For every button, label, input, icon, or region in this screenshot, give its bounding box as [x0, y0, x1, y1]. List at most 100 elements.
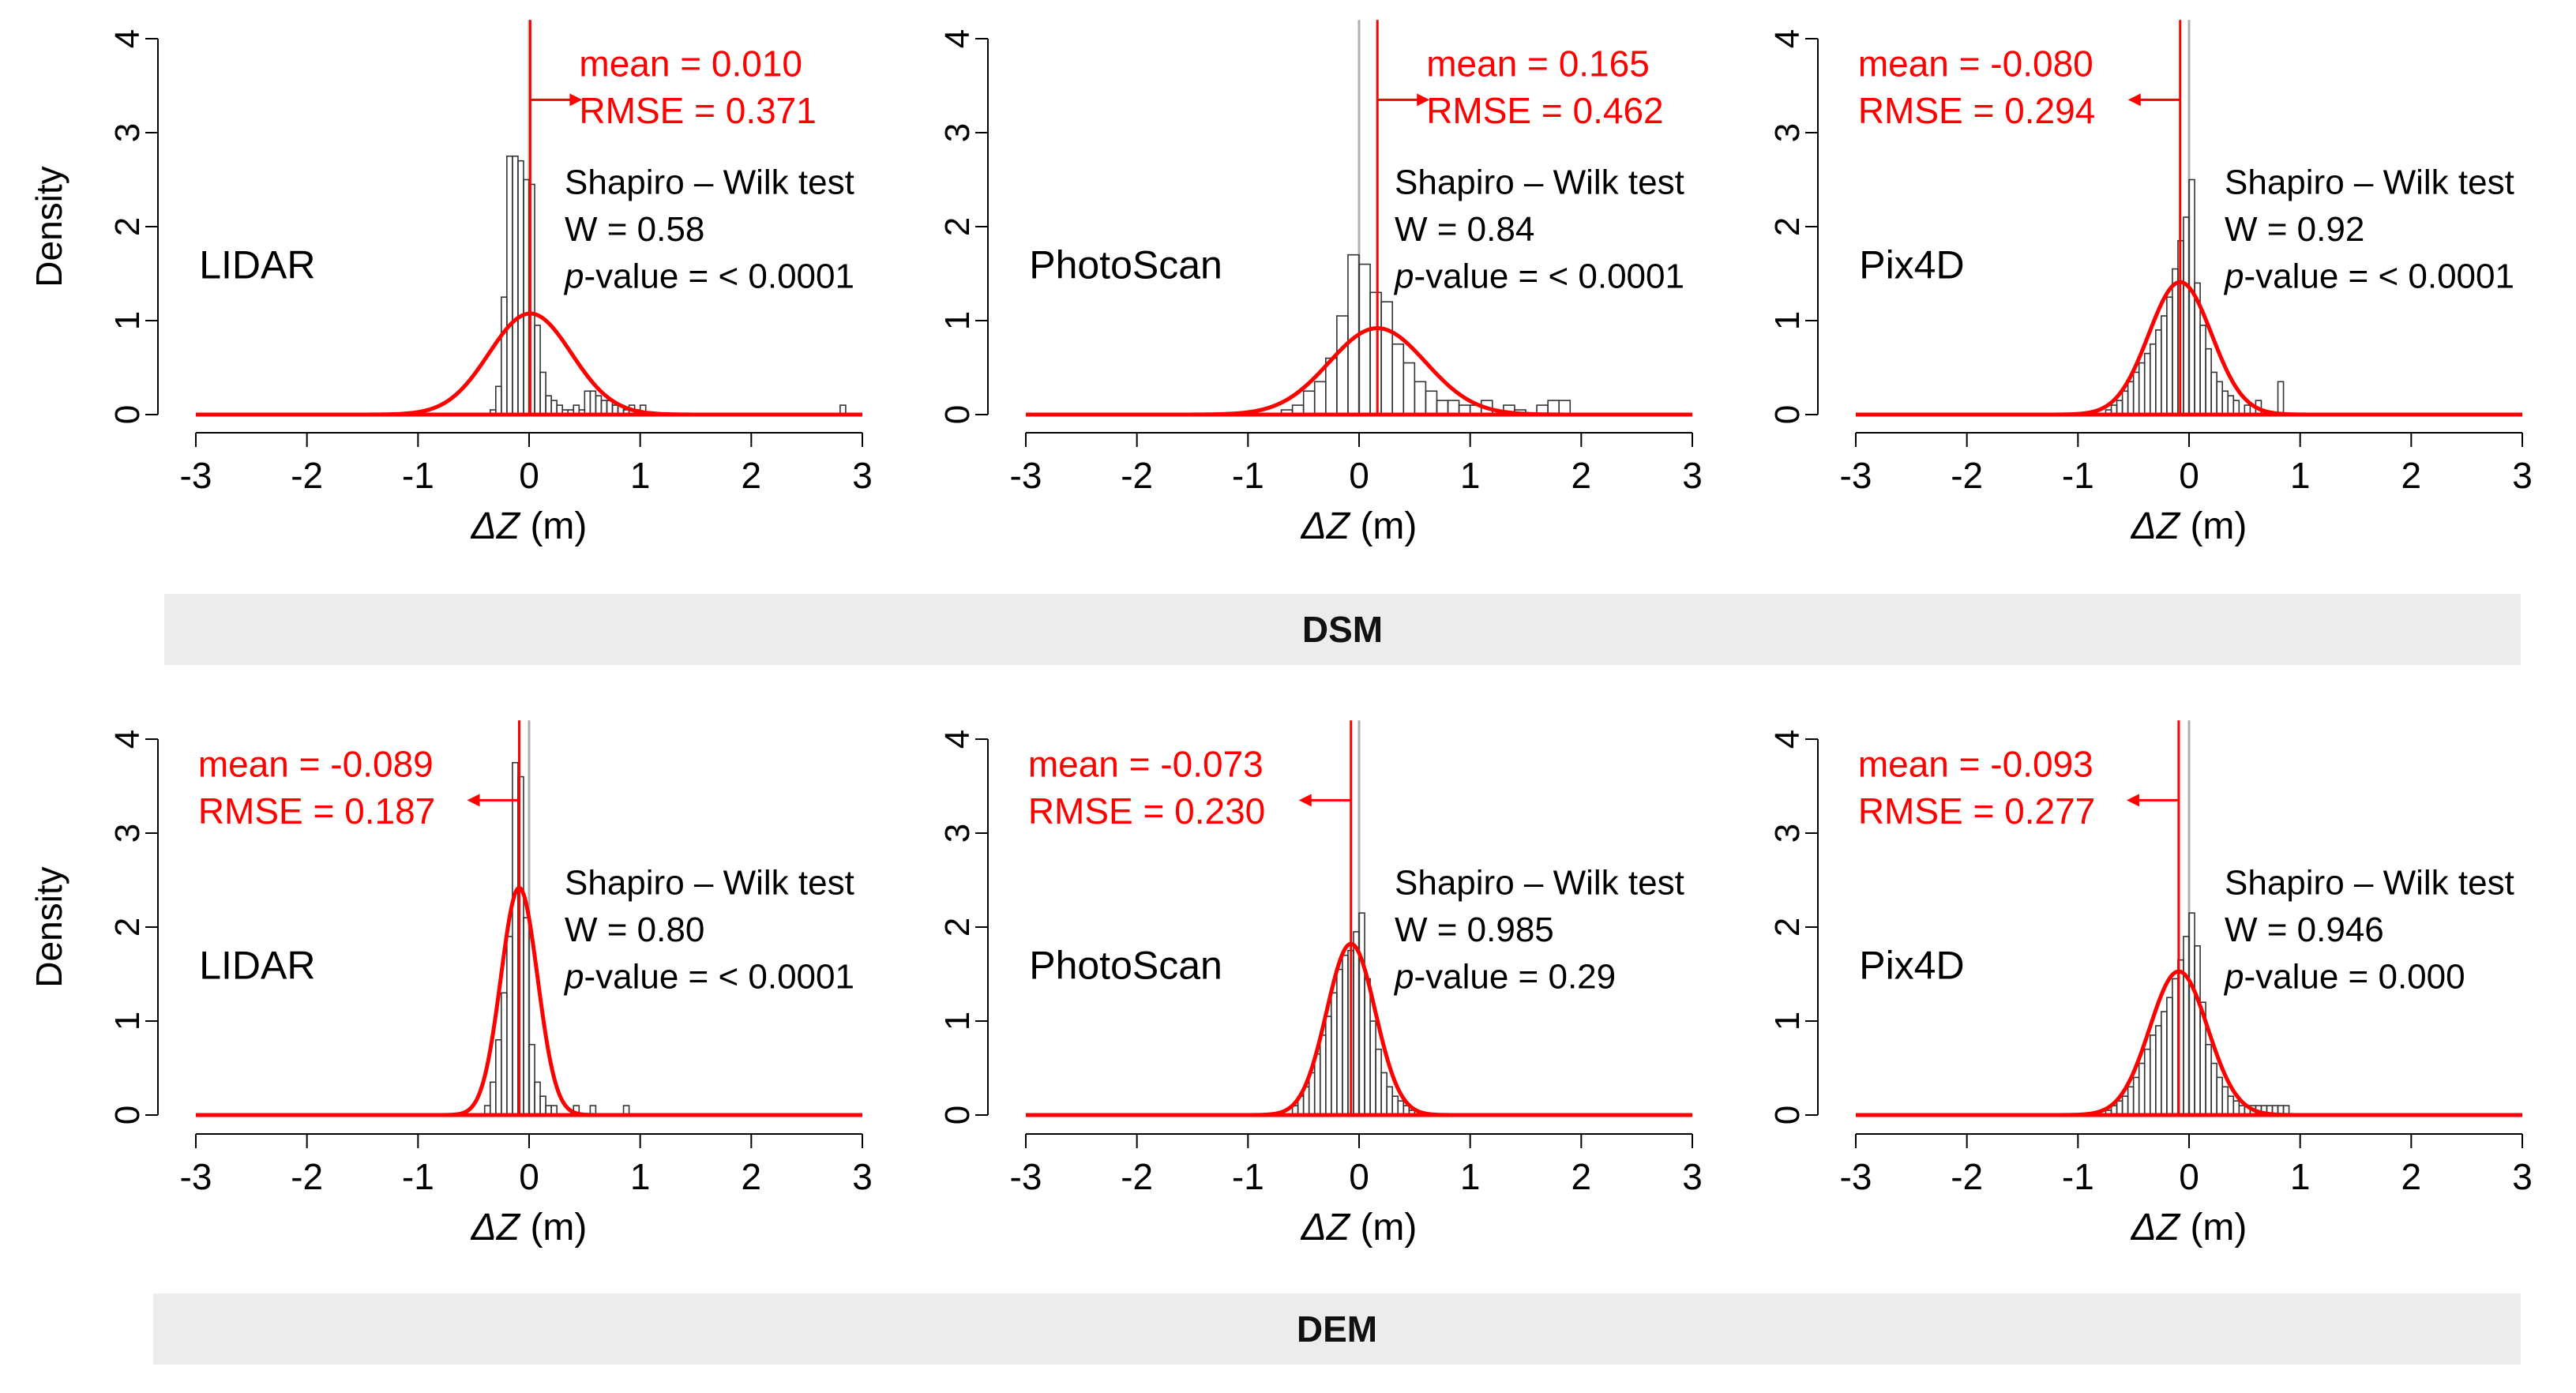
histogram-bar: [2127, 381, 2135, 415]
histogram-bar: [2227, 395, 2235, 415]
histogram-bar: [2172, 268, 2179, 415]
histogram-bar: [2210, 1062, 2217, 1116]
histogram-bar: [2166, 997, 2173, 1116]
panel-dem-photoscan: 0 1 2 3 4 -3 -2 -1 0 1 2 3 ΔZ (m) mean = -0.073 RMSE =…: [938, 720, 1703, 1248]
histogram-bar: [539, 371, 546, 415]
p-value-text: p-value = < 0.0001: [1393, 257, 1684, 295]
y-tick-label: 0: [108, 405, 147, 424]
rmse-value-text: RMSE = 0.371: [579, 90, 816, 131]
p-value-text: p-value = < 0.0001: [563, 957, 854, 996]
histogram-bar: [1369, 1020, 1376, 1116]
histogram-bar: [1319, 1034, 1327, 1116]
histogram-bar: [1336, 968, 1343, 1116]
x-tick-label: 1: [2290, 455, 2311, 496]
x-tick-label: 0: [1349, 455, 1369, 496]
x-tick-label: 1: [2290, 1156, 2311, 1197]
y-tick-label: 4: [1768, 730, 1807, 749]
x-tick-label: -3: [1840, 1156, 1872, 1197]
histogram-bar: [1302, 390, 1316, 415]
y-tick-label: 2: [108, 918, 147, 937]
mean-value-text: mean = 0.010: [579, 43, 802, 84]
shapiro-test-title: Shapiro – Wilk test: [1395, 163, 1684, 201]
x-tick-label: 2: [1572, 1156, 1592, 1197]
p-symbol: p: [2223, 957, 2244, 996]
histogram-bar: [539, 1095, 546, 1116]
histogram-bar: [494, 1039, 502, 1116]
y-tick-label: 0: [108, 1106, 147, 1125]
histogram-bar: [2221, 390, 2229, 415]
x-tick-label: 2: [2401, 1156, 2422, 1197]
mean-arrow-head: [467, 794, 480, 807]
histogram-bar: [2205, 347, 2212, 415]
w-statistic-text: W = 0.946: [2225, 911, 2384, 949]
histogram-bar: [2121, 1095, 2129, 1116]
x-tick-label: -2: [1951, 1156, 1983, 1197]
p-symbol: p: [1393, 957, 1414, 996]
histogram-bar: [2172, 978, 2179, 1116]
histogram-bar: [494, 385, 502, 415]
x-tick-label: 1: [1460, 455, 1481, 496]
y-tick-label: 4: [938, 730, 977, 749]
p-symbol: p: [2223, 257, 2244, 295]
row-band-dem: DEM: [153, 1294, 2521, 1365]
y-tick-label: 2: [1768, 217, 1807, 236]
histogram-bar: [2210, 371, 2217, 415]
histogram-bar: [2138, 362, 2146, 415]
y-tick-label: 3: [1768, 123, 1807, 142]
p-value-number: < 0.0001: [2378, 257, 2514, 295]
histogram-bar: [1375, 1048, 1382, 1116]
shapiro-test-title: Shapiro – Wilk test: [2225, 163, 2514, 201]
histogram-bar: [1436, 400, 1449, 415]
p-value-text: p-value = 0.000: [2223, 957, 2465, 996]
histogram-bar: [2132, 371, 2140, 415]
histogram-bar: [1331, 992, 1338, 1116]
x-tick-label: -3: [1010, 1156, 1042, 1197]
p-value-text: p-value = 0.29: [1393, 957, 1616, 996]
y-tick-label: 1: [938, 1012, 977, 1031]
y-tick-label: 2: [938, 918, 977, 937]
x-tick-label: -3: [1840, 455, 1872, 496]
histogram-bar: [2161, 1011, 2168, 1116]
p-symbol: p: [563, 257, 584, 295]
shapiro-test-title: Shapiro – Wilk test: [565, 863, 854, 902]
x-axis-title-unit: (m): [1350, 505, 1417, 547]
mean-value-text: mean = -0.080: [1858, 43, 2093, 84]
y-axis-title: Density: [28, 866, 69, 987]
y-tick-label: 4: [108, 29, 147, 48]
y-tick-label: 3: [1768, 824, 1807, 843]
histogram-bar: [589, 390, 597, 415]
row-band-dem-label: DEM: [1296, 1309, 1378, 1350]
histogram-bar: [2132, 1076, 2140, 1116]
x-axis-title: ΔZ (m): [1301, 505, 1418, 547]
mean-arrow-head: [569, 93, 583, 107]
x-tick-label: 3: [852, 455, 873, 496]
rmse-value-text: RMSE = 0.462: [1426, 90, 1663, 131]
p-value-number: < 0.0001: [1548, 257, 1684, 295]
histogram-bar: [1425, 390, 1438, 415]
x-axis-title: ΔZ (m): [2131, 1207, 2247, 1248]
histogram-bar: [550, 400, 558, 415]
histogram-bar: [2205, 1043, 2212, 1116]
normal-curve: [1026, 941, 1692, 1117]
x-tick-label: 1: [630, 455, 651, 496]
y-tick-label: 4: [1768, 29, 1807, 48]
histogram-bar: [1364, 978, 1371, 1116]
histogram-bar: [1380, 301, 1393, 415]
x-tick-label: -1: [1232, 1156, 1264, 1197]
shapiro-test-title: Shapiro – Wilk test: [1395, 863, 1684, 902]
histogram-bar: [2143, 352, 2151, 415]
y-tick-label: 3: [938, 123, 977, 142]
x-tick-label: -3: [180, 455, 212, 496]
x-axis-title-symbol: ΔZ: [2131, 1207, 2181, 1248]
histogram-bar: [1380, 1072, 1388, 1116]
histogram-bar: [2149, 1034, 2157, 1116]
x-axis-title-symbol: ΔZ: [1301, 1207, 1351, 1248]
x-tick-label: 3: [852, 1156, 873, 1197]
histogram-bar: [584, 390, 591, 415]
histogram-bar: [501, 992, 508, 1116]
histogram-bar: [2277, 381, 2285, 415]
mean-arrow-head: [2127, 93, 2141, 107]
normal-curve: [1026, 326, 1692, 417]
y-tick-label: 2: [938, 217, 977, 236]
